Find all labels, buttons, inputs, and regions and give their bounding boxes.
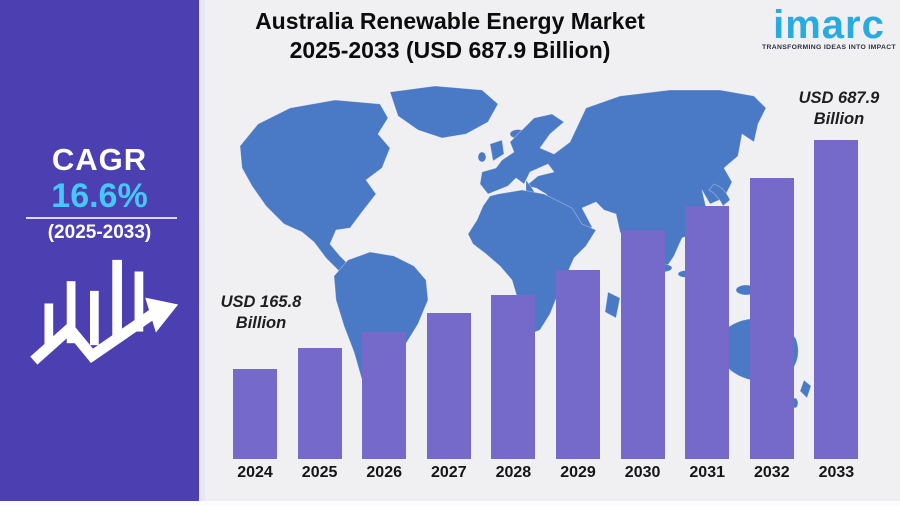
world-map-silhouette <box>239 85 812 421</box>
map-africa <box>467 189 597 335</box>
cagr-sidebar: CAGR 16.6% (2025-2033) <box>0 0 199 501</box>
page-title-line1: Australia Renewable Energy Market <box>255 8 645 34</box>
imarc-logo-tagline: TRANSFORMING IDEAS INTO IMPACT <box>761 44 897 51</box>
year-label-2027: 2027 <box>431 464 467 481</box>
annotation-2024-value: USD 165.8 Billion <box>220 293 302 332</box>
divider <box>26 217 177 219</box>
year-label-2029: 2029 <box>560 464 596 481</box>
year-label-2026: 2026 <box>366 464 402 481</box>
bar-2024 <box>233 369 277 459</box>
page-title: Australia Renewable Energy Market 2025-2… <box>205 7 695 65</box>
bar-2033 <box>814 140 859 459</box>
year-label-2030: 2030 <box>624 464 661 481</box>
imarc-logo-text: imarc <box>773 3 885 47</box>
year-label-2031: 2031 <box>689 464 725 481</box>
year-label-2032: 2032 <box>754 464 790 481</box>
cagr-label: CAGR <box>51 142 148 177</box>
bar-2028 <box>491 295 536 459</box>
imarc-logo: imarc TRANSFORMING IDEAS INTO IMPACT <box>760 2 898 51</box>
bar-2032 <box>749 178 794 459</box>
sidebar-edge-strip <box>199 0 205 501</box>
annotation-2033-value: USD 687.9 Billion <box>798 89 880 128</box>
bar-2025 <box>297 348 342 459</box>
bar-2027 <box>426 313 471 459</box>
footer-strip <box>0 501 900 506</box>
bar-2031 <box>685 206 730 459</box>
year-label-2028: 2028 <box>495 464 532 481</box>
year-label-2033: 2033 <box>818 464 855 481</box>
cagr-value: 16.6% <box>51 177 148 215</box>
page-title-line2: 2025-2033 (USD 687.9 Billion) <box>289 37 611 63</box>
cagr-period: (2025-2033) <box>47 222 152 243</box>
year-label-2024: 2024 <box>237 464 273 481</box>
year-label-2025: 2025 <box>301 464 338 481</box>
map-north-america <box>239 99 391 273</box>
map-greenland <box>389 85 499 139</box>
bar-2030 <box>620 230 665 459</box>
bar-chart-growth-arrow-icon <box>30 259 179 365</box>
bar-2029 <box>556 270 600 459</box>
bar-2026 <box>362 332 407 459</box>
